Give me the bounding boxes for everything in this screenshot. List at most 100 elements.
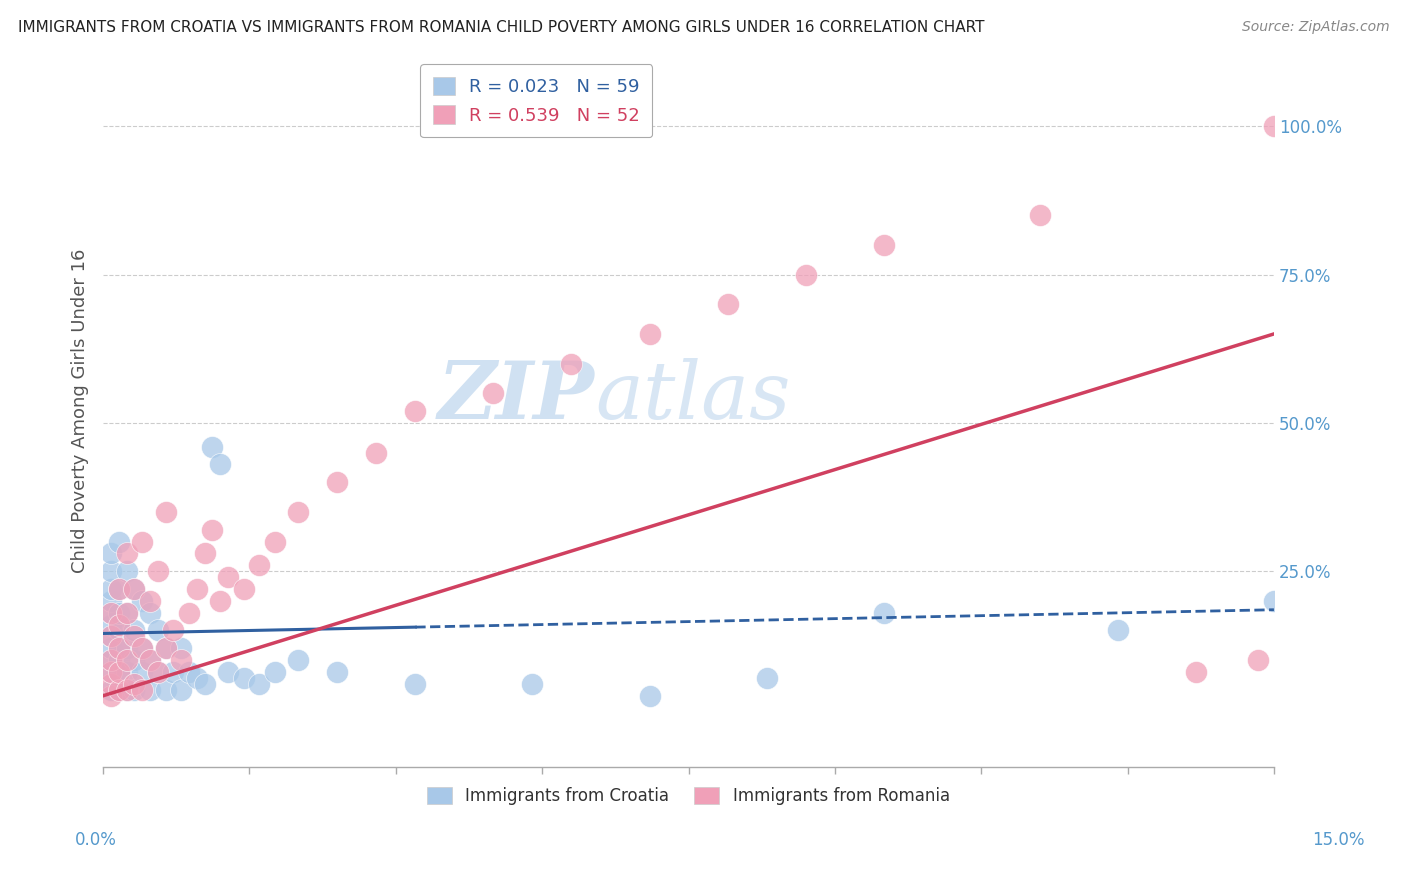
Point bbox=[217, 665, 239, 679]
Point bbox=[124, 629, 146, 643]
Point bbox=[1029, 208, 1052, 222]
Point bbox=[155, 505, 177, 519]
Point bbox=[100, 617, 122, 632]
Point bbox=[247, 558, 270, 573]
Point bbox=[124, 682, 146, 697]
Point bbox=[146, 564, 169, 578]
Point bbox=[404, 677, 426, 691]
Text: IMMIGRANTS FROM CROATIA VS IMMIGRANTS FROM ROMANIA CHILD POVERTY AMONG GIRLS UND: IMMIGRANTS FROM CROATIA VS IMMIGRANTS FR… bbox=[18, 20, 984, 35]
Point bbox=[131, 594, 153, 608]
Point bbox=[124, 624, 146, 638]
Legend: Immigrants from Croatia, Immigrants from Romania: Immigrants from Croatia, Immigrants from… bbox=[420, 780, 956, 812]
Point bbox=[170, 682, 193, 697]
Point bbox=[146, 624, 169, 638]
Point bbox=[139, 606, 162, 620]
Point bbox=[1107, 624, 1129, 638]
Point bbox=[107, 665, 129, 679]
Point bbox=[162, 624, 184, 638]
Point bbox=[115, 606, 138, 620]
Point bbox=[107, 665, 129, 679]
Point bbox=[100, 653, 122, 667]
Point bbox=[107, 682, 129, 697]
Point bbox=[100, 582, 122, 596]
Point bbox=[100, 665, 122, 679]
Point bbox=[186, 671, 208, 685]
Point bbox=[201, 523, 224, 537]
Point bbox=[107, 653, 129, 667]
Point bbox=[131, 641, 153, 656]
Point bbox=[100, 546, 122, 560]
Point bbox=[124, 653, 146, 667]
Point bbox=[100, 682, 122, 697]
Point bbox=[131, 534, 153, 549]
Point bbox=[107, 617, 129, 632]
Point bbox=[124, 677, 146, 691]
Point bbox=[107, 582, 129, 596]
Point bbox=[638, 689, 661, 703]
Point bbox=[115, 682, 138, 697]
Point bbox=[131, 641, 153, 656]
Point bbox=[794, 268, 817, 282]
Point bbox=[115, 564, 138, 578]
Point bbox=[100, 629, 122, 643]
Point bbox=[326, 475, 349, 490]
Point bbox=[107, 624, 129, 638]
Point bbox=[201, 440, 224, 454]
Point bbox=[155, 641, 177, 656]
Point bbox=[139, 653, 162, 667]
Point bbox=[232, 671, 254, 685]
Point bbox=[146, 665, 169, 679]
Point bbox=[1263, 120, 1285, 134]
Point bbox=[263, 665, 285, 679]
Point bbox=[100, 606, 122, 620]
Point bbox=[755, 671, 778, 685]
Point bbox=[287, 653, 309, 667]
Point bbox=[522, 677, 544, 691]
Point bbox=[287, 505, 309, 519]
Point bbox=[107, 582, 129, 596]
Point bbox=[107, 606, 129, 620]
Point bbox=[194, 677, 217, 691]
Point bbox=[872, 238, 894, 252]
Point bbox=[186, 582, 208, 596]
Point bbox=[131, 665, 153, 679]
Point bbox=[232, 582, 254, 596]
Point bbox=[247, 677, 270, 691]
Point bbox=[170, 641, 193, 656]
Point bbox=[170, 653, 193, 667]
Point bbox=[177, 665, 200, 679]
Point bbox=[217, 570, 239, 584]
Point bbox=[100, 653, 122, 667]
Point bbox=[146, 665, 169, 679]
Point bbox=[177, 606, 200, 620]
Point bbox=[872, 606, 894, 620]
Point bbox=[100, 594, 122, 608]
Text: 15.0%: 15.0% bbox=[1312, 831, 1365, 849]
Point bbox=[366, 445, 388, 459]
Point bbox=[131, 682, 153, 697]
Point bbox=[115, 641, 138, 656]
Point bbox=[263, 534, 285, 549]
Point bbox=[100, 629, 122, 643]
Text: Source: ZipAtlas.com: Source: ZipAtlas.com bbox=[1241, 20, 1389, 34]
Point bbox=[115, 606, 138, 620]
Point bbox=[560, 357, 582, 371]
Point bbox=[100, 564, 122, 578]
Point bbox=[100, 606, 122, 620]
Point bbox=[162, 665, 184, 679]
Text: 0.0%: 0.0% bbox=[75, 831, 117, 849]
Text: atlas: atlas bbox=[595, 358, 790, 435]
Point bbox=[124, 582, 146, 596]
Point bbox=[716, 297, 738, 311]
Point bbox=[1247, 653, 1270, 667]
Point bbox=[107, 641, 129, 656]
Point bbox=[139, 594, 162, 608]
Point bbox=[139, 653, 162, 667]
Point bbox=[155, 641, 177, 656]
Text: ZIP: ZIP bbox=[439, 358, 595, 435]
Point bbox=[100, 689, 122, 703]
Point bbox=[100, 677, 122, 691]
Point bbox=[155, 682, 177, 697]
Point bbox=[115, 665, 138, 679]
Point bbox=[100, 665, 122, 679]
